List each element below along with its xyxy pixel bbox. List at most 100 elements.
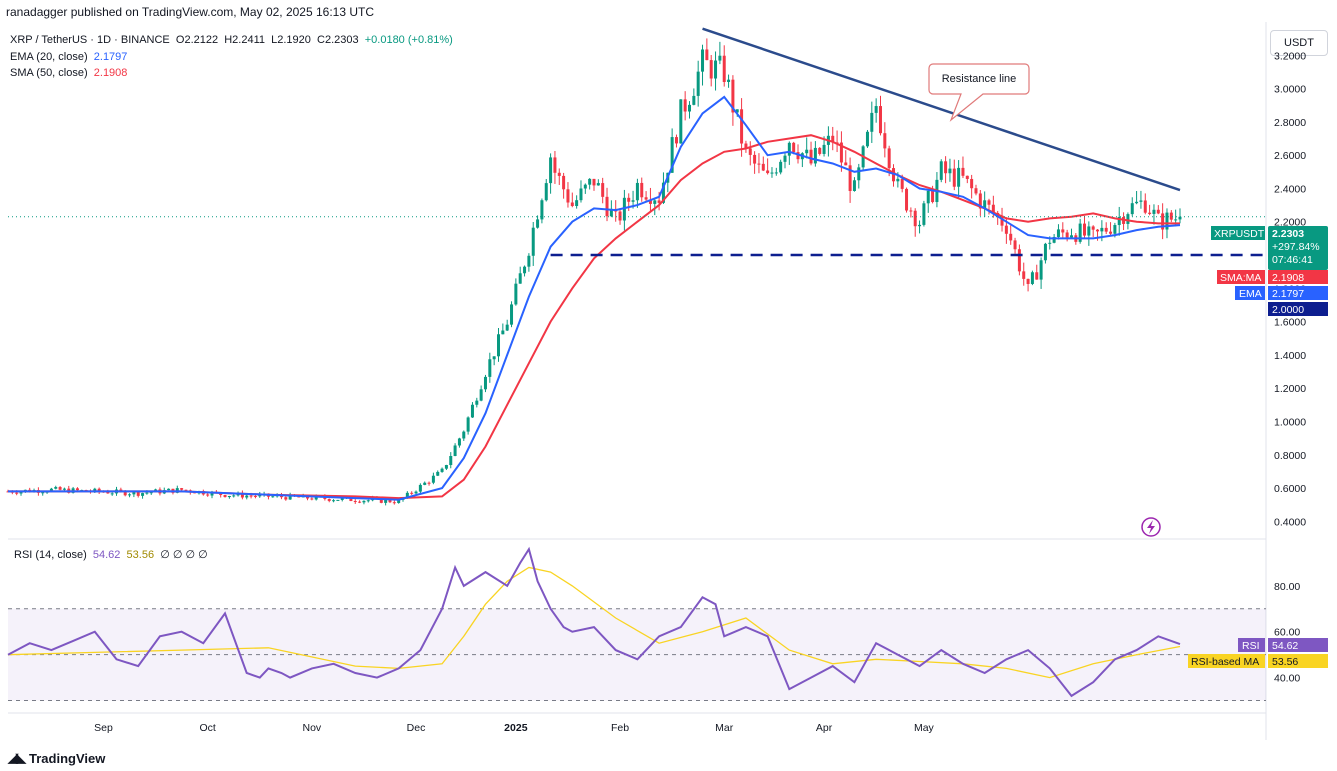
sma-line — [8, 134, 1180, 500]
candle-body — [792, 142, 796, 153]
symbol-label[interactable]: XRP / TetherUS · 1D · BINANCE — [10, 34, 170, 46]
candle-body — [787, 142, 791, 156]
sma-legend-row[interactable]: SMA (50, close) 2.1908 — [10, 65, 453, 82]
candle-body — [245, 495, 249, 498]
candle-body — [779, 161, 783, 173]
candle-body — [961, 167, 965, 176]
ema-label: EMA (20, close) — [10, 50, 88, 63]
candle-body — [514, 283, 518, 305]
tradingview-logo-icon: ◢◣ — [8, 750, 26, 765]
symbol-tag: XRPUSDT — [1214, 228, 1265, 240]
candle-body — [974, 188, 978, 194]
candle-body — [1156, 209, 1160, 214]
candle-body — [1178, 216, 1182, 220]
x-tick-label: Feb — [611, 722, 629, 734]
candle-body — [497, 334, 501, 357]
candle-body — [878, 106, 882, 134]
candle-body — [128, 494, 132, 496]
price-tick-label: 3.2000 — [1274, 50, 1306, 62]
candle-body — [640, 182, 644, 198]
candle-body — [661, 182, 665, 203]
candle-body — [483, 376, 487, 390]
ema-legend-row[interactable]: EMA (20, close) 2.1797 — [10, 49, 453, 66]
candle-body — [475, 400, 479, 405]
candle-body — [405, 492, 409, 498]
candle-body — [457, 438, 461, 446]
resistance-annotation[interactable]: Resistance line — [928, 63, 1030, 122]
candle-body — [523, 266, 527, 274]
candle-body — [887, 148, 891, 169]
x-tick-label: May — [914, 722, 935, 734]
candle-body — [744, 143, 748, 149]
candle-body — [831, 135, 835, 143]
ema-tag-value: 2.1797 — [1272, 288, 1304, 300]
candle-body — [41, 492, 45, 494]
candle-body — [232, 495, 236, 497]
candle-body — [709, 60, 713, 79]
tradingview-logo[interactable]: ◢◣ TradingView — [8, 750, 105, 766]
candle-body — [1035, 272, 1039, 280]
candle-body — [1065, 232, 1069, 238]
candle-body — [505, 324, 509, 331]
rsi-tick-label: 60.00 — [1274, 627, 1300, 639]
candle-body — [696, 71, 700, 96]
candle-body — [284, 497, 288, 500]
candle-body — [531, 227, 535, 256]
candle-body — [1165, 212, 1169, 230]
candle-body — [518, 273, 522, 284]
candle-body — [379, 498, 383, 503]
candle-body — [748, 148, 752, 155]
rsi-legend[interactable]: RSI (14, close) 54.62 53.56 ∅ ∅ ∅ ∅ — [14, 548, 208, 561]
candle-body — [145, 492, 149, 494]
price-tick-label: 0.4000 — [1274, 516, 1306, 528]
candle-body — [249, 495, 253, 497]
close-value: C2.2303 — [317, 34, 359, 46]
candle-body — [796, 152, 800, 160]
candle-body — [501, 330, 505, 335]
price-y-ticks: 0.4000 0.6000 0.8000 1.0000 1.2000 1.4000 1.60… — [1274, 50, 1306, 684]
sma-tag-value: 2.1908 — [1272, 272, 1304, 284]
candle-body — [575, 200, 579, 207]
candle-body — [453, 445, 457, 456]
lightning-icon[interactable] — [1141, 517, 1161, 537]
time-x-ticks: Sep Oct Nov Dec 2025 Feb Mar Apr May — [94, 722, 934, 734]
candle-body — [857, 167, 861, 181]
rsi-ma-value: 53.56 — [126, 549, 155, 561]
candle-body — [132, 491, 136, 495]
candle-body — [596, 183, 600, 186]
ema-tag: EMA 2.1797 — [1235, 286, 1328, 300]
candle-body — [271, 496, 275, 498]
price-tick-label: 3.0000 — [1274, 84, 1306, 96]
candle-body — [670, 137, 674, 173]
candle-body — [1048, 242, 1052, 244]
candle-body — [141, 493, 145, 496]
candle-body — [770, 172, 774, 174]
candle-body — [353, 501, 357, 503]
ema-value: 2.1797 — [93, 50, 128, 63]
candle-body — [701, 49, 705, 72]
candle-body — [310, 498, 314, 500]
candle-body — [427, 482, 431, 484]
candle-body — [622, 197, 626, 221]
currency-unit-button[interactable]: USDT — [1270, 30, 1328, 56]
candle-body — [722, 55, 726, 82]
candle-body — [167, 488, 171, 491]
price-tick-label: 2.2000 — [1274, 217, 1306, 229]
candle-body — [679, 99, 683, 144]
sma-label: SMA (50, close) — [10, 67, 88, 79]
x-tick-label: Oct — [200, 722, 216, 734]
chart-legend: XRP / TetherUS · 1D · BINANCE O2.2122 H2… — [10, 32, 453, 82]
candle-body — [19, 491, 23, 494]
rsi-ma-tag-value: 53.56 — [1272, 656, 1298, 668]
candle-body — [431, 475, 435, 483]
candle-body — [714, 60, 718, 79]
candle-body — [358, 501, 362, 503]
candle-body — [809, 149, 813, 164]
candle-body — [674, 137, 678, 144]
candle-body — [75, 488, 79, 491]
candle-body — [865, 131, 869, 147]
high-value: H2.2411 — [224, 34, 265, 46]
rsi-tag-value: 54.62 — [1272, 640, 1298, 652]
candle-body — [106, 492, 110, 494]
